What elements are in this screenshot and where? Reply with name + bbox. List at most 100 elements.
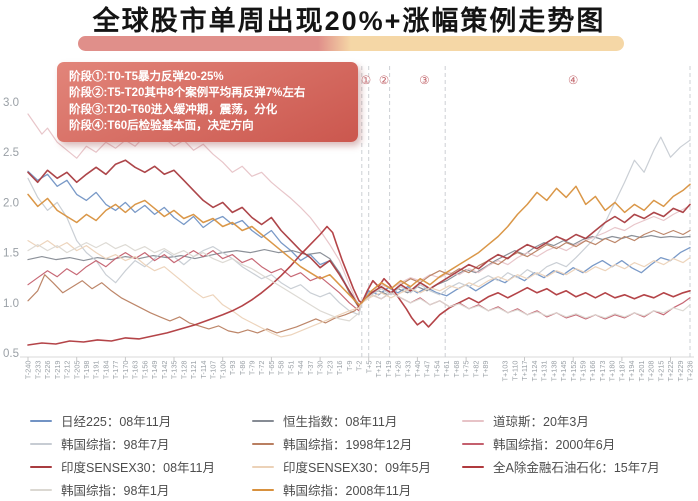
- stage-annotation-line-2: 阶段②:T5-T20其中8个案例平均再反弹7%左右: [69, 87, 306, 100]
- svg-text:T-205: T-205: [72, 361, 81, 380]
- page-title: 全球股市单周出现20%+涨幅策例走势图: [92, 6, 606, 36]
- svg-text:T-170: T-170: [121, 361, 130, 380]
- legend-item: 韩国综指：98年7月: [30, 432, 252, 455]
- legend-label: 全A除金融石油石化：15年7月: [493, 461, 660, 475]
- svg-text:0.5: 0.5: [3, 348, 19, 360]
- svg-text:T+110: T+110: [510, 361, 519, 381]
- svg-text:T-135: T-135: [170, 361, 179, 380]
- legend-swatch: [252, 442, 274, 445]
- svg-text:④: ④: [568, 75, 578, 87]
- legend-swatch: [30, 465, 52, 468]
- svg-text:T-93: T-93: [228, 361, 237, 376]
- svg-text:T+12: T+12: [374, 361, 383, 378]
- svg-text:T-142: T-142: [160, 361, 169, 380]
- stage-annotation-line-4: 阶段④:T60后检验基本面，决定方向: [69, 119, 254, 132]
- legend-item: 印度SENSEX30：08年11月: [30, 455, 252, 478]
- svg-text:T-100: T-100: [218, 361, 227, 380]
- svg-text:T+40: T+40: [413, 361, 422, 378]
- svg-text:T+166: T+166: [588, 361, 597, 382]
- legend-label: 韩国综指：2008年11月: [283, 484, 412, 498]
- legend-swatch: [30, 442, 52, 445]
- svg-text:T-65: T-65: [267, 361, 276, 376]
- svg-text:T-79: T-79: [248, 361, 257, 376]
- legend-item: 道琼斯：20年3月: [462, 409, 692, 432]
- svg-text:T+82: T+82: [471, 361, 480, 378]
- svg-text:T-72: T-72: [257, 361, 266, 376]
- chart-header: 全球股市单周出现20%+涨幅策例走势图: [0, 5, 698, 51]
- svg-text:T+208: T+208: [647, 361, 656, 382]
- legend-swatch: [252, 465, 274, 468]
- svg-text:T-114: T-114: [199, 361, 208, 379]
- svg-text:T+201: T+201: [637, 361, 646, 382]
- svg-text:T+103: T+103: [501, 361, 510, 382]
- svg-text:T+187: T+187: [618, 361, 627, 382]
- svg-text:T+173: T+173: [598, 361, 607, 382]
- svg-text:②: ②: [379, 75, 389, 87]
- trend-line-chart: T-240 T-233 T-226 T-219 T-212 T-205 T-198 T-191…: [3, 66, 695, 382]
- svg-text:T-107: T-107: [209, 361, 218, 380]
- legend-item: 韩国综指：1998年12月: [252, 432, 462, 455]
- svg-text:T+33: T+33: [403, 361, 412, 378]
- svg-text:T+19: T+19: [384, 361, 393, 378]
- svg-text:2.5: 2.5: [3, 147, 19, 159]
- svg-text:T+89: T+89: [481, 361, 490, 378]
- svg-text:T+75: T+75: [462, 361, 471, 378]
- svg-text:T+215: T+215: [656, 361, 665, 382]
- legend-label: 日经225：08年11月: [61, 415, 172, 429]
- svg-text:1.0: 1.0: [3, 298, 19, 310]
- svg-text:T-58: T-58: [277, 361, 286, 376]
- legend-label: 韩国综指：98年7月: [61, 438, 170, 452]
- legend-label: 印度SENSEX30：09年5月: [283, 461, 431, 475]
- svg-text:T+145: T+145: [559, 361, 568, 382]
- stage-annotation-box: 阶段①:T0-T5暴力反弹20-25% 阶段②:T5-T20其中8个案例平均再反…: [57, 62, 358, 143]
- svg-text:T+68: T+68: [452, 361, 461, 378]
- svg-text:①: ①: [361, 75, 371, 87]
- legend-swatch: [252, 419, 274, 422]
- legend-item: 恒生指数：08年11月: [252, 409, 462, 432]
- svg-text:T-16: T-16: [335, 361, 344, 376]
- legend-item: 韩国综指：2008年11月: [252, 478, 462, 501]
- svg-text:3.0: 3.0: [3, 97, 19, 109]
- svg-text:T-149: T-149: [150, 361, 159, 380]
- legend-swatch: [252, 488, 274, 491]
- legend-label: 道琼斯：20年3月: [493, 415, 589, 429]
- stage-annotation-line-3: 阶段③:T20-T60进入缓冲期，震荡，分化: [69, 103, 278, 116]
- svg-text:T-44: T-44: [296, 361, 305, 376]
- svg-text:2.0: 2.0: [3, 197, 19, 209]
- legend-swatch: [30, 419, 52, 422]
- svg-text:T+180: T+180: [608, 361, 617, 382]
- chart-legend: 日经225：08年11月 韩国综指：98年7月 印度SENSEX30：08年11月韩…: [30, 409, 692, 501]
- legend-swatch: [462, 465, 484, 468]
- svg-text:T-86: T-86: [238, 361, 247, 376]
- legend-swatch: [30, 488, 52, 491]
- svg-text:T+124: T+124: [530, 361, 539, 382]
- svg-text:T+159: T+159: [579, 361, 588, 382]
- svg-text:T-212: T-212: [63, 361, 72, 380]
- svg-text:T+47: T+47: [423, 361, 432, 378]
- svg-text:T-2: T-2: [355, 361, 364, 372]
- svg-text:T-219: T-219: [53, 361, 62, 380]
- svg-text:T-240: T-240: [24, 361, 33, 380]
- svg-text:T-226: T-226: [43, 361, 52, 380]
- legend-label: 韩国综指：2000年6月: [493, 438, 616, 452]
- legend-item: 全A除金融石油石化：15年7月: [462, 455, 692, 478]
- title-highlight-bar: [78, 36, 624, 51]
- svg-text:T-121: T-121: [189, 361, 198, 380]
- legend-item: 韩国综指：2000年6月: [462, 432, 692, 455]
- svg-text:T+131: T+131: [540, 361, 549, 382]
- svg-text:T+117: T+117: [520, 361, 529, 381]
- svg-text:T-128: T-128: [179, 361, 188, 380]
- legend-label: 韩国综指：98年1月: [61, 484, 170, 498]
- stage-annotation-line-1: 阶段①:T0-T5暴力反弹20-25%: [69, 71, 224, 83]
- svg-text:T-177: T-177: [111, 361, 120, 380]
- svg-text:T-198: T-198: [82, 361, 91, 380]
- svg-text:T+152: T+152: [569, 361, 578, 382]
- svg-text:T-184: T-184: [102, 361, 111, 380]
- svg-text:T+54: T+54: [433, 361, 442, 378]
- legend-item: 印度SENSEX30：09年5月: [252, 455, 462, 478]
- svg-text:T-191: T-191: [92, 361, 101, 380]
- svg-text:T+229: T+229: [676, 361, 685, 382]
- svg-text:T+222: T+222: [666, 361, 675, 382]
- svg-text:T+236: T+236: [686, 361, 695, 382]
- svg-text:T-156: T-156: [140, 361, 149, 380]
